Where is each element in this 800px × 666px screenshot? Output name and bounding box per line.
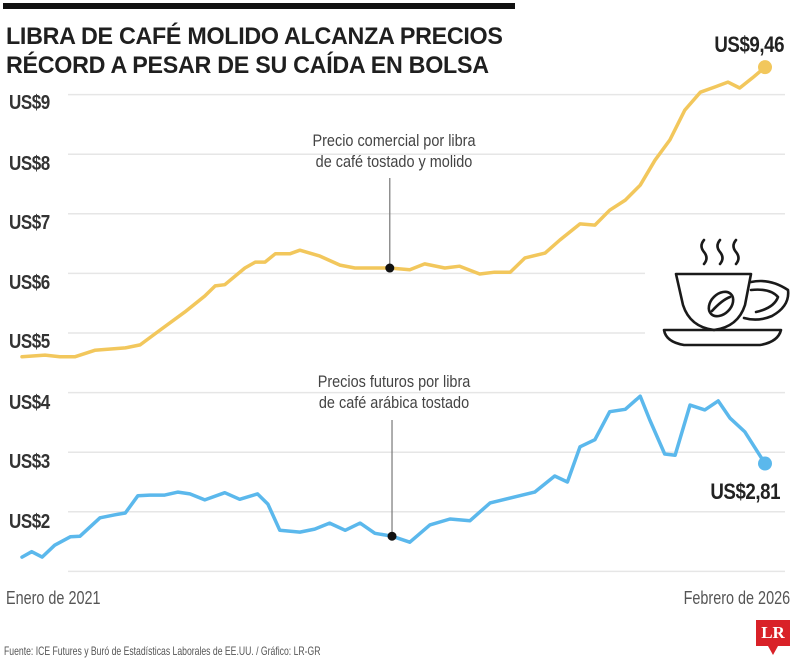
chart-title: LIBRA DE CAFÉ MOLIDO ALCANZA PRECIOS RÉC… [6, 22, 503, 80]
retail-series-annotation: Precio comercial por libra de café tosta… [275, 130, 513, 172]
coffee-cup-with-bean-icon [662, 238, 790, 347]
y-tick-label: US$2 [9, 511, 50, 533]
y-tick-label: US$3 [9, 451, 50, 473]
lr-logo-tail [768, 646, 778, 655]
series-end-dot [758, 60, 772, 75]
lr-logo: LR [756, 620, 790, 646]
annotation-leader-lines [389, 178, 393, 537]
x-start-label: Enero de 2021 [6, 588, 101, 608]
retail-annotation-line1: Precio comercial por libra [312, 131, 476, 150]
y-tick-label: US$4 [9, 392, 50, 414]
series-end-dot [758, 456, 772, 471]
futures-end-value-label: US$2,81 [710, 479, 780, 504]
futures-annotation-line2: de café arábica tostado [318, 393, 470, 412]
y-tick-label: US$9 [9, 92, 50, 114]
y-tick-label: US$7 [9, 212, 50, 234]
y-tick-label: US$6 [9, 272, 50, 294]
retail-end-value-label: US$9,46 [714, 32, 784, 57]
chart-title-line1: LIBRA DE CAFÉ MOLIDO ALCANZA PRECIOS [6, 23, 503, 50]
retail-price-line [20, 65, 767, 359]
x-end-label: Febrero de 2026 [683, 588, 790, 608]
chart-title-line2: RÉCORD A PESAR DE SU CAÍDA EN BOLSA [6, 52, 489, 79]
data-markers [385, 60, 772, 541]
retail-annotation-line2: de café tostado y molido [315, 152, 473, 171]
y-tick-label: US$5 [9, 331, 50, 353]
futures-annotation-line1: Precios futuros por libra [317, 372, 471, 391]
annotation-marker-dot [387, 531, 397, 541]
source-note: Fuente: ICE Futures y Buró de Estadístic… [4, 644, 321, 658]
annotation-marker-dot [385, 263, 395, 273]
futures-price-line [20, 394, 767, 559]
y-tick-label: US$8 [9, 153, 50, 175]
top-rule [3, 3, 515, 9]
futures-series-annotation: Precios futuros por libra de café arábic… [282, 371, 506, 413]
